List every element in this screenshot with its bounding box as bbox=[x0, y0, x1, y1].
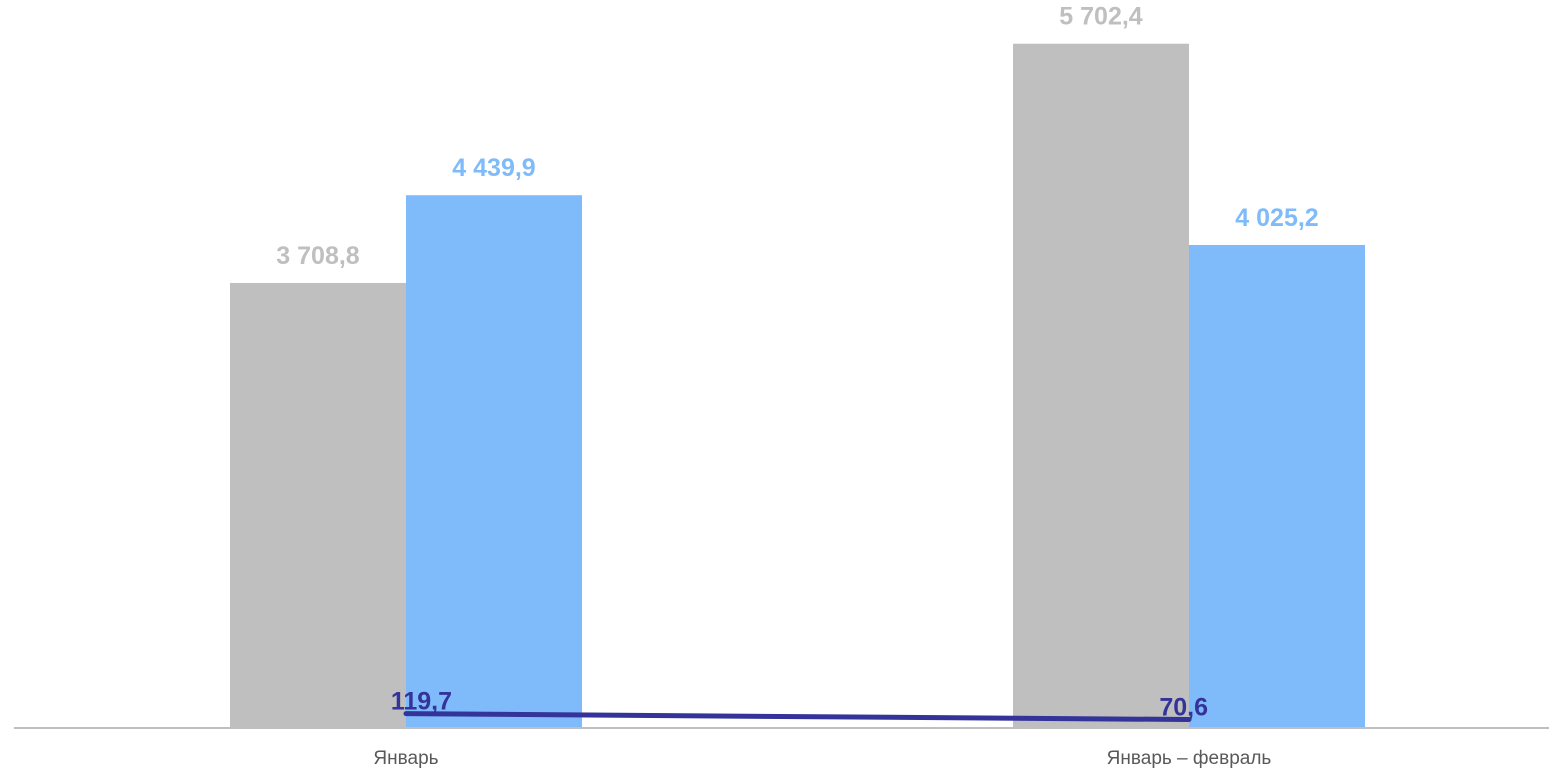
bar-s1-c2 bbox=[1013, 43, 1189, 729]
line-value-label-c2: 70,6 bbox=[1159, 694, 1208, 722]
bar-value-label-s1-c2: 5 702,4 bbox=[1059, 3, 1143, 31]
line-layer bbox=[403, 711, 1192, 723]
labels-layer: 3 708,8 5 702,4 4 439,9 4 025,2 Январь Январь… bbox=[276, 3, 1318, 769]
bar-s2-c2 bbox=[1189, 244, 1365, 728]
category-label-1: Январь bbox=[373, 748, 438, 769]
bar-value-label-s2-c2: 4 025,2 bbox=[1235, 204, 1318, 232]
bar-s2-c1 bbox=[406, 195, 582, 728]
bar-value-label-s1-c1: 3 708,8 bbox=[276, 242, 360, 270]
bar-s1-c1 bbox=[230, 282, 406, 728]
line-series-1 bbox=[403, 711, 1192, 723]
bars-layer bbox=[230, 43, 1365, 729]
line-value-label-c1: 119,7 bbox=[391, 688, 452, 716]
category-label-2: Январь – февраль bbox=[1107, 748, 1272, 769]
bar-value-label-s2-c1: 4 439,9 bbox=[452, 154, 535, 182]
